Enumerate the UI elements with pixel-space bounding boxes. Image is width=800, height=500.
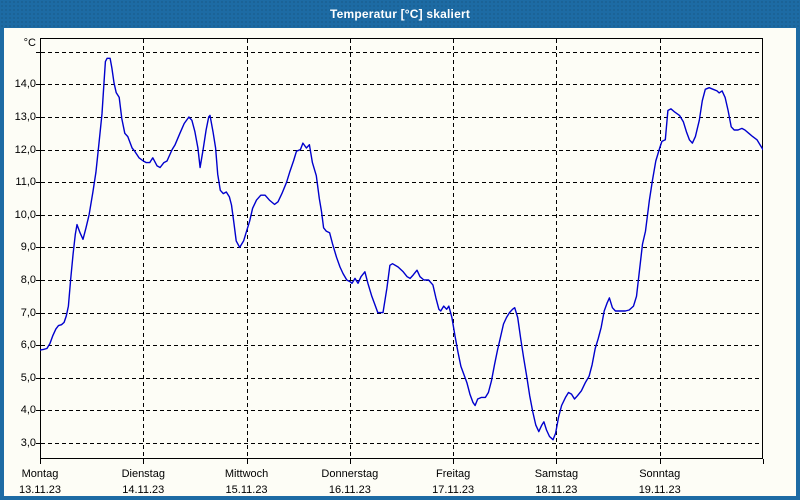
y-axis-label: 4,0 xyxy=(20,404,36,417)
y-axis-tick xyxy=(36,313,40,314)
x-axis-day-label: Montag 13.11.23 xyxy=(0,466,85,498)
day-name-label: Mittwoch xyxy=(224,468,269,480)
day-name-label: Freitag xyxy=(436,468,471,480)
y-axis-unit-label: °C xyxy=(23,37,36,49)
y-axis-tick xyxy=(36,410,40,411)
y-axis-tick xyxy=(36,345,40,346)
y-axis-label: 8,0 xyxy=(20,274,36,286)
gridlines xyxy=(41,39,762,458)
x-axis-tick xyxy=(40,459,41,464)
y-axis-label: 10,0 xyxy=(14,208,36,221)
x-axis-day-label: Sonntag 19.11.23 xyxy=(615,466,705,498)
window-title: Temperatur [°C] skaliert xyxy=(329,7,471,21)
x-axis-tick xyxy=(350,459,351,464)
temperature-line-chart xyxy=(40,38,763,459)
y-axis-tick xyxy=(36,247,40,248)
day-date-label: 13.11.23 xyxy=(18,484,61,496)
window-frame-left xyxy=(0,28,4,500)
y-axis-label: 11,0 xyxy=(15,176,36,189)
day-date-label: 18.11.23 xyxy=(535,484,578,496)
y-axis-tick xyxy=(36,84,40,85)
y-axis-label: 13,0 xyxy=(14,111,36,123)
x-axis-tick xyxy=(660,459,661,464)
x-axis-day-label: Samstag 18.11.23 xyxy=(511,466,601,498)
window-frame-right xyxy=(796,28,800,500)
day-date-label: 19.11.23 xyxy=(638,484,681,496)
y-axis-tick xyxy=(36,52,40,53)
y-axis-label: 12,0 xyxy=(14,143,36,156)
window-frame-bottom xyxy=(0,496,800,500)
day-date-label: 15.11.23 xyxy=(225,484,268,496)
x-axis-day-label: Mittwoch 15.11.23 xyxy=(202,466,292,498)
x-axis-tick xyxy=(556,459,557,464)
day-date-label: 17.11.23 xyxy=(432,484,475,496)
x-axis-day-label: Freitag 17.11.23 xyxy=(408,466,498,498)
day-name-label: Samstag xyxy=(534,468,579,480)
day-name-label: Donnerstag xyxy=(321,468,379,480)
plot-border xyxy=(40,38,763,459)
day-name-label: Montag xyxy=(21,468,59,480)
y-axis-label: 6,0 xyxy=(20,339,36,352)
window-titlebar[interactable]: Temperatur [°C] skaliert xyxy=(0,0,800,28)
y-axis-label: 5,0 xyxy=(20,371,36,384)
x-axis-tick xyxy=(247,459,248,464)
x-axis-day-label: Donnerstag 16.11.23 xyxy=(305,466,395,498)
y-axis-label: 14,0 xyxy=(14,78,36,91)
y-axis-label: 3,0 xyxy=(20,437,36,449)
x-axis-tick xyxy=(453,459,454,464)
y-axis-tick xyxy=(36,378,40,379)
y-axis-tick xyxy=(36,117,40,118)
y-axis-tick xyxy=(36,182,40,183)
y-axis-tick xyxy=(36,215,40,216)
y-axis-tick xyxy=(36,150,40,151)
x-axis-tick xyxy=(763,459,764,464)
y-axis-tick xyxy=(36,280,40,281)
day-name-label: Dienstag xyxy=(121,468,165,480)
temperature-series-line xyxy=(40,57,763,441)
x-axis-tick xyxy=(143,459,144,464)
y-axis-label: 7,0 xyxy=(20,306,36,319)
plot-area xyxy=(40,38,763,459)
day-date-label: 16.11.23 xyxy=(328,484,371,496)
x-axis-day-label: Dienstag 14.11.23 xyxy=(98,466,188,498)
y-axis-label: 9,0 xyxy=(20,241,36,254)
day-date-label: 14.11.23 xyxy=(122,484,165,496)
y-axis-tick xyxy=(36,443,40,444)
day-name-label: Sonntag xyxy=(639,468,681,480)
